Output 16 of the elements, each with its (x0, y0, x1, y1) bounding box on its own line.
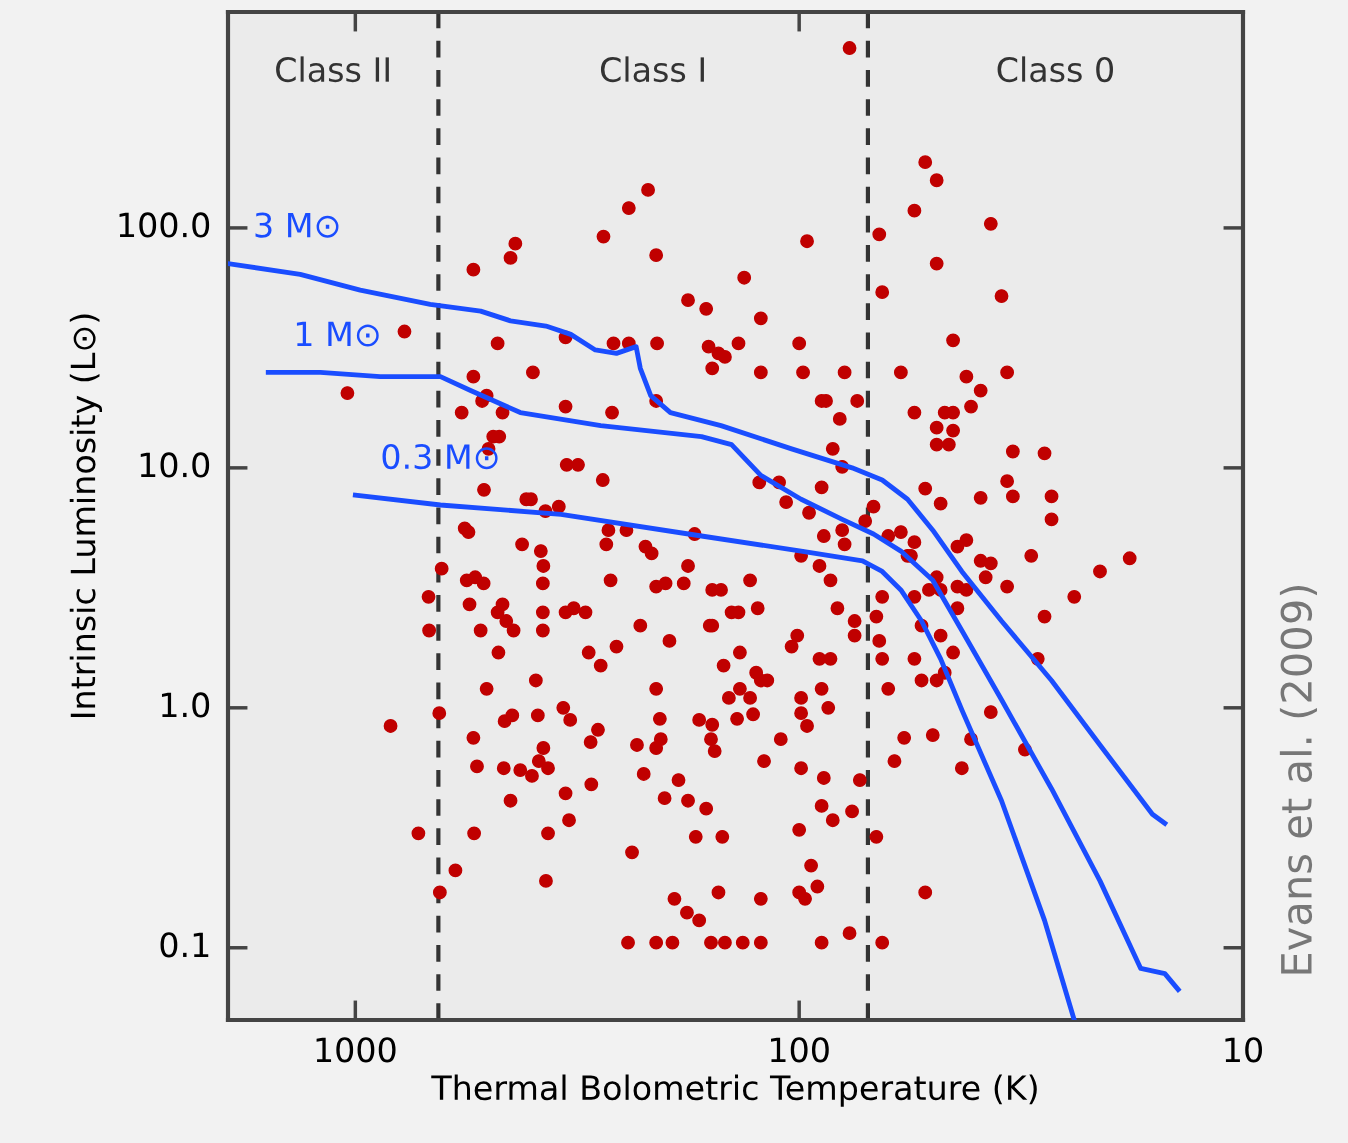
y-tick-label: 0.1 (160, 932, 209, 958)
text: Evans et al. (2009) (1279, 585, 1317, 974)
annotation: Class 0 (997, 56, 1113, 83)
annotation: Class I (600, 56, 704, 83)
x-axis-title: Thermal Bolometric Temperature (K) (431, 1074, 1037, 1107)
y-tick-label: 100.0 (119, 212, 210, 238)
y-axis-title: Intrinsic Luminosity (L⊙) (69, 314, 103, 718)
x-tick-label: 100 (771, 1037, 829, 1063)
y-tick-label: 10.0 (140, 452, 210, 478)
y-tick-label: 1.0 (161, 692, 210, 718)
annotation: Class II (276, 56, 389, 83)
series-label: 0.3 M⊙ (382, 443, 498, 470)
series-label: 1 M⊙ (296, 321, 379, 347)
x-tick-label: 10 (1225, 1037, 1262, 1063)
series-label: 3 M⊙ (255, 212, 339, 238)
x-tick-label: 1000 (316, 1037, 396, 1063)
